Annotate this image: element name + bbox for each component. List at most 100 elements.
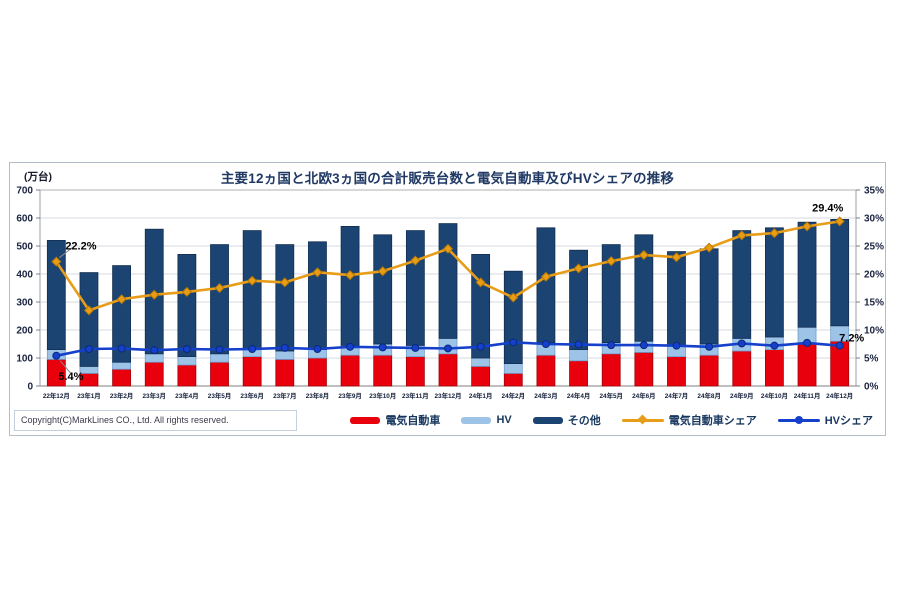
bar-segment: [471, 365, 491, 387]
month-label: 24年6月: [632, 391, 655, 400]
diamond-marker-icon: [410, 255, 421, 266]
bar-segment: [830, 219, 850, 327]
left-axis-tick: 600: [16, 214, 33, 225]
right-axis-tick: 35%: [864, 186, 884, 197]
bar-segment: [275, 350, 295, 360]
month-label: 23年7月: [273, 391, 296, 400]
circle-marker-icon: [541, 340, 550, 348]
bar-segment: [732, 350, 752, 387]
diamond-marker-icon: [606, 256, 617, 267]
circle-marker-icon: [346, 342, 355, 351]
legend-line-ev-share: [621, 414, 664, 425]
month-label: 24年10月: [761, 391, 788, 400]
circle-marker-icon: [248, 345, 257, 354]
circle-marker-icon: [280, 343, 289, 352]
diamond-marker-icon: [671, 252, 682, 263]
diamond-marker-icon: [736, 230, 747, 241]
data-point-annotation: 29.4%: [812, 202, 843, 214]
bar-segment: [667, 356, 686, 387]
bar-segment: [569, 349, 588, 362]
bar-segment: [210, 361, 229, 387]
bar-segment: [210, 353, 229, 363]
data-point-annotation: 5.4%: [58, 371, 83, 383]
bar-segment: [144, 353, 164, 363]
bar-segment: [438, 223, 458, 339]
right-axis-tick: 20%: [864, 270, 884, 281]
circle-marker-icon: [639, 341, 648, 350]
left-axis-tick: 0: [27, 382, 33, 393]
legend-item-other: その他: [532, 412, 601, 428]
diamond-marker-icon: [247, 275, 258, 286]
circle-marker-icon: [182, 345, 191, 354]
diamond-marker-icon: [540, 271, 551, 282]
diamond-marker-icon: [573, 263, 584, 274]
bar-segment: [471, 357, 491, 367]
left-axis-tick: 500: [16, 242, 33, 253]
diamond-marker-icon: [769, 228, 780, 239]
circle-marker-icon: [52, 351, 61, 360]
month-label: 24年4月: [567, 391, 590, 400]
bar-segment: [79, 272, 99, 367]
bar-segment: [308, 241, 327, 351]
month-label: 23年2月: [110, 391, 133, 400]
right-axis-tick: 10%: [864, 326, 884, 337]
circle-marker-icon: [770, 341, 779, 350]
month-label: 23年6月: [240, 391, 263, 400]
diamond-marker-icon: [214, 282, 225, 294]
bar-segment: [177, 356, 197, 366]
month-label: 24年2月: [502, 391, 525, 400]
legend-item-ev-share: 電気自動車シェア: [621, 412, 757, 428]
diamond-marker-icon: [834, 216, 845, 227]
bar-segment: [242, 356, 262, 387]
diamond-marker-icon: [475, 277, 486, 288]
bar-segment: [503, 270, 523, 364]
bar-segment: [275, 244, 295, 352]
month-label: 24年9月: [730, 391, 753, 400]
bar-segment: [634, 351, 654, 387]
month-label: 23年5月: [208, 391, 231, 400]
diamond-marker-icon: [116, 294, 127, 305]
chart-title: 主要12ヵ国と北欧3ヵ国の合計販売台数と電気自動車及びHVシェアの推移: [220, 171, 675, 186]
diamond-marker-icon: [149, 289, 160, 300]
bar-segment: [765, 227, 784, 338]
circle-marker-icon: [574, 340, 583, 349]
diamond-marker-icon: [279, 277, 290, 288]
gridlines: [40, 189, 856, 387]
month-label: 23年9月: [338, 391, 361, 400]
legend-swatch-ev-bar: [350, 416, 381, 424]
bar-segment: [242, 230, 262, 349]
bar-segment: [732, 230, 752, 339]
chart-legend: 電気自動車 HV その他 電気自動車シェア HVシェア: [350, 412, 873, 428]
legend-swatch-hv-bar: [461, 416, 492, 424]
chart-panel: (万台) 主要12ヵ国と北欧3ヵ国の合計販売台数と電気自動車及びHVシェアの推移…: [9, 162, 886, 436]
diamond-marker-icon: [181, 286, 192, 297]
left-axis-unit-label: (万台): [24, 171, 52, 183]
circle-marker-icon: [803, 338, 812, 347]
diamond-marker-icon: [312, 267, 323, 278]
bar-segment: [405, 356, 425, 387]
line-series: [52, 338, 844, 360]
legend-line-hv-share: [777, 416, 820, 424]
bar-segment: [340, 354, 360, 387]
circle-marker-icon: [476, 342, 485, 351]
bar-segment: [536, 227, 556, 344]
bar-segment: [765, 349, 784, 387]
diamond-marker-icon: [442, 243, 454, 254]
line-series: [51, 216, 845, 316]
right-axis-tick: 5%: [864, 354, 879, 365]
diamond-marker-icon: [51, 256, 62, 267]
legend-label-hv-share: HVシェア: [824, 415, 873, 427]
bar-segment: [308, 357, 327, 387]
left-axis-tick: 700: [16, 186, 33, 197]
month-label: 24年8月: [697, 391, 720, 400]
bar-segment: [569, 249, 588, 350]
legend-label-hv: HV: [496, 414, 512, 426]
axes: 0 100 200 300 400 500 600 700 0% 5% 10% 15% 20% 25% 30…: [16, 186, 884, 393]
bar-segment: [275, 358, 295, 387]
bar-segment: [503, 363, 523, 374]
bar-segment: [112, 361, 131, 370]
month-label: 24年11月: [794, 391, 821, 400]
bar-segment: [177, 254, 197, 357]
legend-item-hv-share: HVシェア: [777, 412, 873, 428]
legend-item-ev: 電気自動車: [350, 412, 440, 428]
